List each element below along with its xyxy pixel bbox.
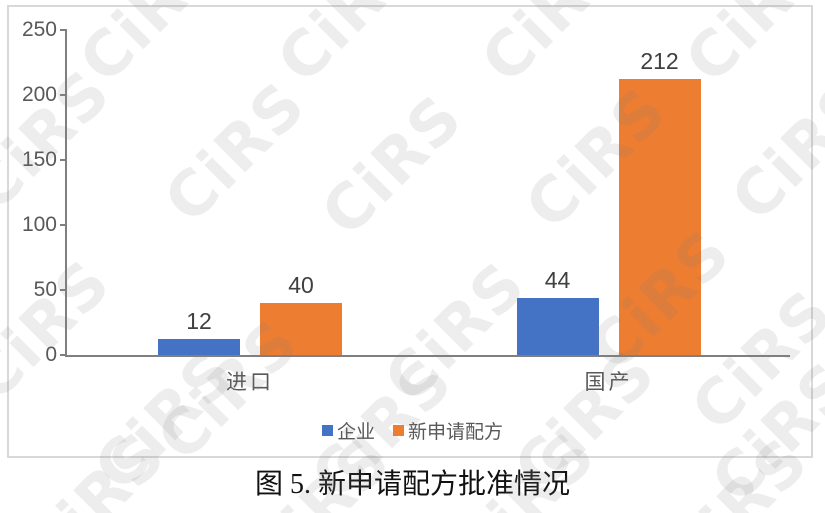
y-axis-tick-label: 200	[21, 83, 57, 106]
y-axis-line	[65, 29, 67, 357]
x-category-label: 进口	[226, 371, 274, 394]
y-axis-tick-label: 250	[21, 18, 57, 41]
legend-item: 新申请配方	[393, 417, 503, 444]
y-axis-tick-label: 100	[21, 213, 57, 236]
y-axis-tick-label: 150	[21, 148, 57, 171]
bar-s0-c1	[516, 298, 599, 355]
legend-label: 新申请配方	[408, 422, 504, 443]
x-category-label: 国产	[584, 371, 633, 394]
y-axis-tick-label: 0	[45, 343, 57, 366]
y-axis-tick	[60, 354, 66, 356]
bar-s1-c0	[260, 303, 342, 355]
y-axis-tick	[60, 94, 66, 96]
bar-value-label: 12	[186, 308, 212, 334]
y-axis-tick	[60, 289, 66, 291]
legend: 企业 新申请配方	[0, 417, 825, 444]
bar-s1-c1	[618, 79, 701, 355]
legend-item: 企业	[321, 417, 375, 444]
bar-s0-c0	[158, 339, 240, 355]
x-axis-line	[65, 355, 790, 357]
bar-value-label: 40	[288, 272, 314, 298]
figure-caption: 图 5. 新申请配方批准情况	[254, 469, 570, 500]
chart-frame	[7, 5, 813, 458]
legend-swatch	[321, 425, 333, 436]
y-axis-tick	[60, 224, 66, 226]
y-axis-tick	[60, 29, 66, 31]
legend-swatch	[393, 425, 404, 436]
legend-label: 企业	[336, 422, 375, 443]
y-axis-tick-label: 50	[33, 278, 57, 301]
bar-value-label: 212	[640, 48, 679, 74]
y-axis-tick	[60, 159, 66, 161]
bar-value-label: 44	[544, 267, 571, 293]
